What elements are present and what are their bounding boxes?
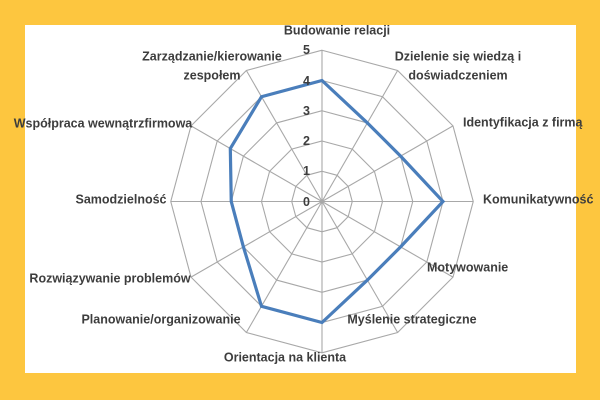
axis-spoke [245,201,323,333]
data-series-line [228,78,446,325]
axis-spoke [321,201,454,278]
axis-spoke [321,201,399,333]
axis-spoke [190,125,323,202]
axis-spoke [321,125,454,202]
chart-panel [25,25,576,373]
axis-spoke [245,70,323,202]
axis-spoke [190,201,323,278]
axis-spoke [321,70,399,202]
